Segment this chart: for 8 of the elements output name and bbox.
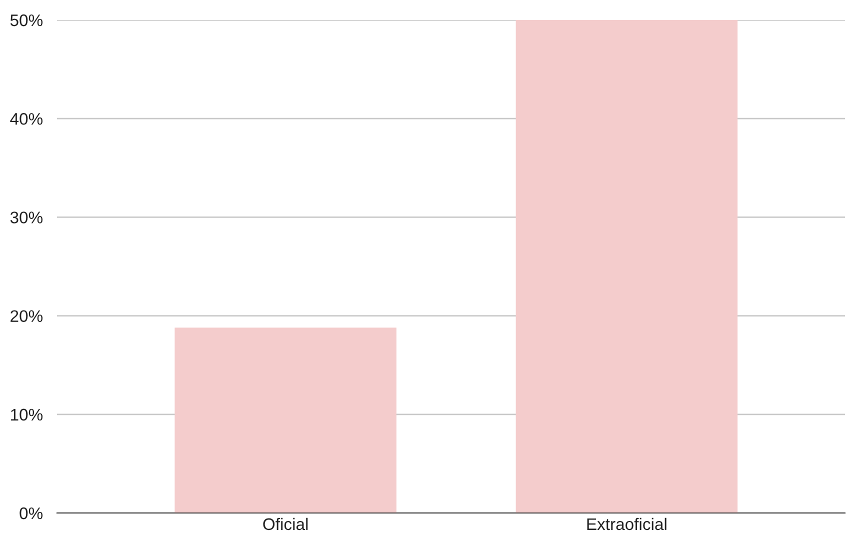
y-tick-label: 50% [10, 14, 43, 26]
y-tick-label: 30% [10, 212, 43, 224]
y-tick-label: 10% [11, 408, 43, 421]
y-tick-label: 40% [10, 113, 43, 125]
x-tick-label: Oficial [263, 518, 308, 530]
x-tick-label: Extraoficial [587, 518, 666, 530]
y-tick-label: 0% [20, 507, 43, 520]
y-tick-label: 20% [10, 310, 43, 322]
